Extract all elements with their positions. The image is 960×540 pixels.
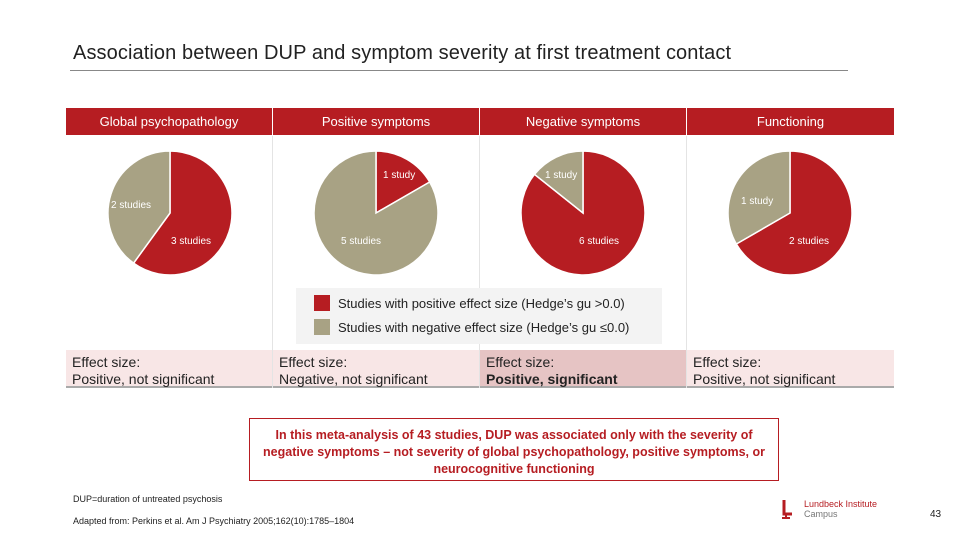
effect-size-global: Effect size: Positive, not significant bbox=[66, 350, 272, 388]
slice-label-positive-negative: 5 studies bbox=[341, 236, 382, 247]
effect-size-value: Negative, not significant bbox=[279, 371, 428, 387]
page-number: 43 bbox=[930, 509, 942, 520]
summary-callout: In this meta-analysis of 43 studies, DUP… bbox=[249, 418, 779, 481]
effect-size-prefix: Effect size: bbox=[72, 354, 141, 370]
effect-size-negative-symptoms: Effect size: Positive, significant bbox=[480, 350, 686, 388]
effect-size-positive-symptoms: Effect size: Negative, not significant bbox=[273, 350, 479, 388]
header-functioning: Functioning bbox=[687, 108, 894, 135]
slice-label-negative-positive: 6 studies bbox=[579, 236, 620, 247]
pie-slice-negative bbox=[727, 150, 791, 246]
legend-swatch-positive bbox=[314, 295, 330, 311]
slice-label-global-positive: 3 studies bbox=[171, 236, 212, 247]
pie-positive-symptoms bbox=[313, 150, 439, 276]
lundbeck-logo: Lundbeck Institute Campus bbox=[780, 498, 877, 520]
column-divider bbox=[272, 136, 273, 388]
effect-size-value: Positive, significant bbox=[486, 371, 618, 387]
pie-slice-positive bbox=[375, 150, 431, 215]
pie-global-psychopathology bbox=[107, 150, 233, 276]
column-divider bbox=[686, 136, 687, 388]
pie-slice-negative bbox=[313, 150, 439, 276]
effect-size-functioning: Effect size: Positive, not significant bbox=[687, 350, 894, 388]
pie-negative-symptoms bbox=[520, 150, 646, 276]
logo-line1: Lundbeck Institute bbox=[804, 499, 878, 509]
effect-size-prefix: Effect size: bbox=[279, 354, 348, 370]
header-global-psychopathology: Global psychopathology bbox=[66, 108, 272, 135]
effect-size-prefix: Effect size: bbox=[486, 354, 555, 370]
logo-line2: Campus bbox=[804, 509, 838, 519]
pie-functioning bbox=[727, 150, 853, 276]
pie-slice-negative bbox=[107, 150, 171, 265]
legend-item-negative: Studies with negative effect size (Hedge… bbox=[314, 319, 629, 335]
title-divider bbox=[70, 70, 848, 71]
effect-size-prefix: Effect size: bbox=[693, 354, 762, 370]
footnote-source: Adapted from: Perkins et al. Am J Psychi… bbox=[73, 516, 355, 526]
pie-charts bbox=[107, 150, 853, 276]
legend-item-positive: Studies with positive effect size (Hedge… bbox=[314, 295, 625, 311]
header-positive-symptoms: Positive symptoms bbox=[273, 108, 479, 135]
lundbeck-logo-icon bbox=[782, 500, 792, 519]
pie-slice-positive bbox=[735, 150, 853, 276]
slice-label-positive-positive: 1 study bbox=[383, 170, 416, 181]
legend bbox=[296, 288, 662, 344]
legend-label-negative: Studies with negative effect size (Hedge… bbox=[338, 319, 630, 335]
slice-label-functioning-positive: 2 studies bbox=[789, 236, 830, 247]
legend-label-positive: Studies with positive effect size (Hedge… bbox=[338, 295, 625, 311]
header-negative-symptoms: Negative symptoms bbox=[480, 108, 686, 135]
slice-label-negative-negative: 1 study bbox=[545, 170, 578, 181]
effect-size-value: Positive, not significant bbox=[693, 371, 836, 387]
legend-swatch-negative bbox=[314, 319, 330, 335]
pie-slice-negative bbox=[533, 150, 584, 215]
pie-slice-positive bbox=[132, 150, 233, 276]
effect-size-value: Positive, not significant bbox=[72, 371, 215, 387]
slide-title: Association between DUP and symptom seve… bbox=[73, 42, 732, 64]
slice-label-functioning-negative: 1 study bbox=[741, 196, 774, 207]
column-divider bbox=[479, 136, 480, 388]
slice-label-global-negative: 2 studies bbox=[111, 200, 152, 211]
footnote-abbreviation: DUP=duration of untreated psychosis bbox=[73, 494, 223, 504]
